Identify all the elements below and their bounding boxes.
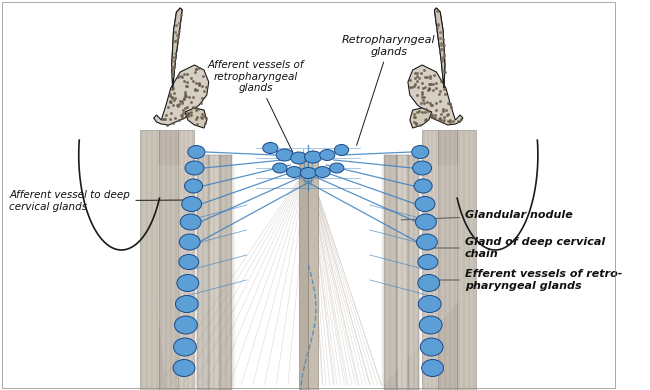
Bar: [178, 130, 194, 390]
Ellipse shape: [320, 149, 335, 161]
Bar: [438, 130, 457, 390]
Ellipse shape: [176, 296, 198, 312]
Ellipse shape: [175, 316, 198, 334]
Ellipse shape: [417, 234, 437, 250]
Ellipse shape: [273, 163, 287, 173]
Polygon shape: [185, 108, 207, 128]
Text: Afferent vessel to deep
cervical glands: Afferent vessel to deep cervical glands: [10, 190, 187, 212]
Ellipse shape: [421, 338, 443, 356]
Ellipse shape: [304, 151, 322, 163]
Ellipse shape: [414, 179, 432, 193]
Bar: [408, 155, 419, 390]
Ellipse shape: [287, 167, 302, 177]
Ellipse shape: [177, 275, 199, 291]
Polygon shape: [434, 8, 445, 88]
Text: Gland of deep cervical
chain: Gland of deep cervical chain: [430, 237, 605, 259]
Ellipse shape: [334, 145, 348, 156]
Ellipse shape: [419, 316, 442, 334]
Ellipse shape: [181, 197, 202, 211]
Ellipse shape: [315, 167, 330, 177]
Text: Glandular nodule: Glandular nodule: [401, 210, 573, 220]
Bar: [159, 130, 178, 390]
Ellipse shape: [179, 255, 199, 269]
Bar: [384, 155, 396, 390]
Ellipse shape: [418, 255, 438, 269]
Ellipse shape: [415, 197, 435, 211]
Ellipse shape: [422, 360, 443, 376]
Bar: [299, 155, 308, 390]
Ellipse shape: [179, 234, 200, 250]
Ellipse shape: [185, 161, 204, 175]
Ellipse shape: [173, 360, 195, 376]
Ellipse shape: [276, 149, 293, 161]
Ellipse shape: [188, 145, 205, 158]
Bar: [396, 155, 408, 390]
Ellipse shape: [419, 296, 441, 312]
Ellipse shape: [174, 338, 196, 356]
Polygon shape: [153, 65, 209, 125]
Ellipse shape: [415, 214, 436, 230]
Polygon shape: [157, 165, 460, 388]
Polygon shape: [410, 108, 432, 128]
Bar: [457, 130, 476, 390]
Ellipse shape: [418, 275, 439, 291]
Bar: [140, 130, 159, 390]
Polygon shape: [434, 8, 445, 88]
Ellipse shape: [413, 161, 432, 175]
Bar: [198, 155, 209, 390]
Bar: [209, 155, 220, 390]
Bar: [308, 155, 318, 390]
Bar: [422, 130, 438, 390]
Ellipse shape: [291, 152, 307, 164]
Ellipse shape: [180, 214, 201, 230]
Ellipse shape: [300, 167, 317, 179]
Text: Retropharyngeal
glands: Retropharyngeal glands: [342, 35, 436, 145]
Text: Efferent vessels of retro-
pharyngeal glands: Efferent vessels of retro- pharyngeal gl…: [434, 269, 622, 291]
Ellipse shape: [185, 179, 203, 193]
Bar: [220, 155, 233, 390]
Polygon shape: [172, 8, 182, 88]
Polygon shape: [408, 65, 463, 125]
Ellipse shape: [330, 163, 344, 173]
Ellipse shape: [263, 142, 278, 154]
Text: Afferent vessels of
retropharyngeal
glands: Afferent vessels of retropharyngeal glan…: [208, 60, 304, 152]
Ellipse shape: [411, 145, 429, 158]
Polygon shape: [172, 8, 182, 88]
